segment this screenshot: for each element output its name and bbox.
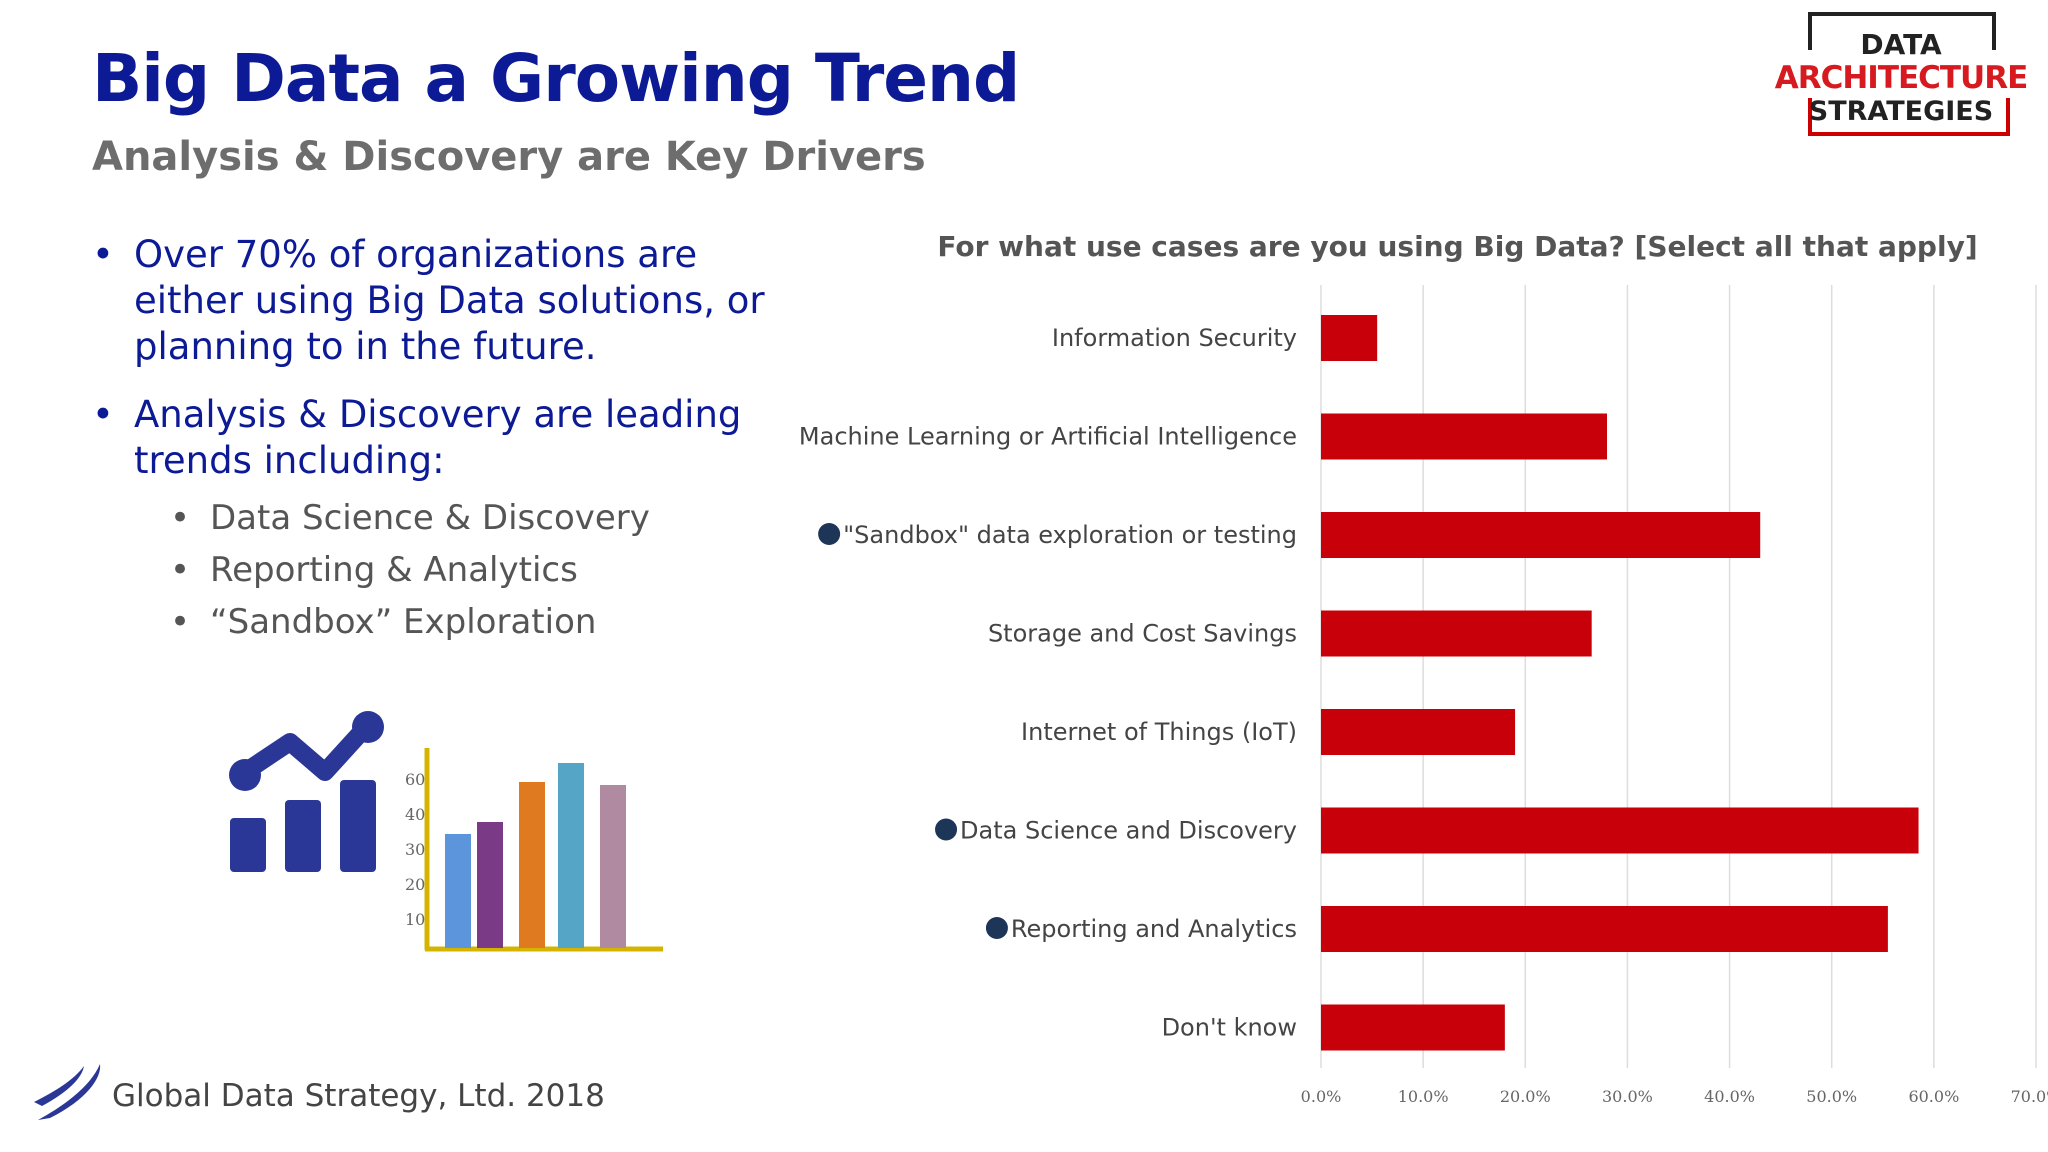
data-architecture-strategies-logo: DATA ARCHITECTURE STRATEGIES <box>1760 12 2042 136</box>
highlight-marker <box>935 818 958 841</box>
highlight-marker <box>818 523 841 545</box>
logo-frame-top <box>1808 12 1996 50</box>
chart-title: For what use cases are you using Big Dat… <box>937 230 1978 263</box>
mini-axis-tick: 20 <box>405 875 425 894</box>
bullet-item: Over 70% of organizations are either usi… <box>92 232 812 370</box>
category-label: Don't know <box>1162 1014 1297 1042</box>
category-label: Information Security <box>1052 324 1297 352</box>
bullet-item: Analysis & Discovery are leading trends … <box>92 392 812 648</box>
bar <box>1321 807 1919 854</box>
x-tick-label: 10.0% <box>1398 1087 1449 1106</box>
bar <box>1321 610 1592 657</box>
mini-axis-tick: 40 <box>405 805 425 824</box>
category-label: Internet of Things (IoT) <box>1021 718 1297 746</box>
sub-bullet-item: “Sandbox” Exploration <box>170 596 812 648</box>
logo-frame-bottom <box>1808 98 2010 136</box>
x-tick-label: 60.0% <box>1908 1087 1959 1106</box>
bar <box>1321 906 1888 952</box>
growth-chart-illustration: 60 40 30 20 10 <box>229 711 663 952</box>
bullet-text: Over 70% of organizations are either usi… <box>134 233 765 368</box>
category-label: Storage and Cost Savings <box>988 620 1297 648</box>
bullet-list: Over 70% of organizations are either usi… <box>92 232 812 670</box>
category-label: Machine Learning or Artificial Intellige… <box>799 423 1297 451</box>
bar <box>1321 512 1761 558</box>
mini-axis-tick: 60 <box>405 770 425 789</box>
category-label: Reporting and Analytics <box>1011 915 1297 943</box>
mini-axis-tick: 10 <box>405 910 425 929</box>
category-label: Data Science and Discovery <box>960 817 1297 845</box>
x-tick-label: 0.0% <box>1301 1087 1342 1106</box>
footer-text: Global Data Strategy, Ltd. 2018 <box>112 1078 605 1114</box>
global-data-strategy-swoosh-logo <box>34 1064 101 1120</box>
highlight-marker <box>985 917 1008 939</box>
slide-subtitle: Analysis & Discovery are Key Drivers <box>92 134 926 180</box>
bar <box>1321 1004 1505 1051</box>
mini-axis-tick: 30 <box>405 840 425 859</box>
sub-bullet-item: Data Science & Discovery <box>170 492 812 544</box>
bar <box>1321 709 1516 755</box>
logo-line-2: ARCHITECTURE <box>1774 60 2029 96</box>
x-tick-label: 50.0% <box>1806 1087 1857 1106</box>
bullet-text: Analysis & Discovery are leading trends … <box>134 393 742 482</box>
slide-title: Big Data a Growing Trend <box>92 40 1020 117</box>
bar <box>1321 413 1607 460</box>
sub-bullet-item: Reporting & Analytics <box>170 544 812 596</box>
x-tick-label: 40.0% <box>1704 1087 1755 1106</box>
logo-line-1: DATA <box>1860 28 1942 61</box>
x-tick-label: 20.0% <box>1500 1087 1551 1106</box>
logo-line-3: STRATEGIES <box>1808 96 1994 127</box>
trend-line-icon <box>229 711 384 872</box>
sub-bullet-list: Data Science & Discovery Reporting & Ana… <box>134 492 812 648</box>
x-tick-label: 70.0% <box>2011 1087 2048 1106</box>
category-label: "Sandbox" data exploration or testing <box>843 521 1297 549</box>
mini-bar-chart-icon: 60 40 30 20 10 <box>405 748 663 952</box>
x-tick-label: 30.0% <box>1602 1087 1653 1106</box>
bar <box>1321 315 1378 361</box>
